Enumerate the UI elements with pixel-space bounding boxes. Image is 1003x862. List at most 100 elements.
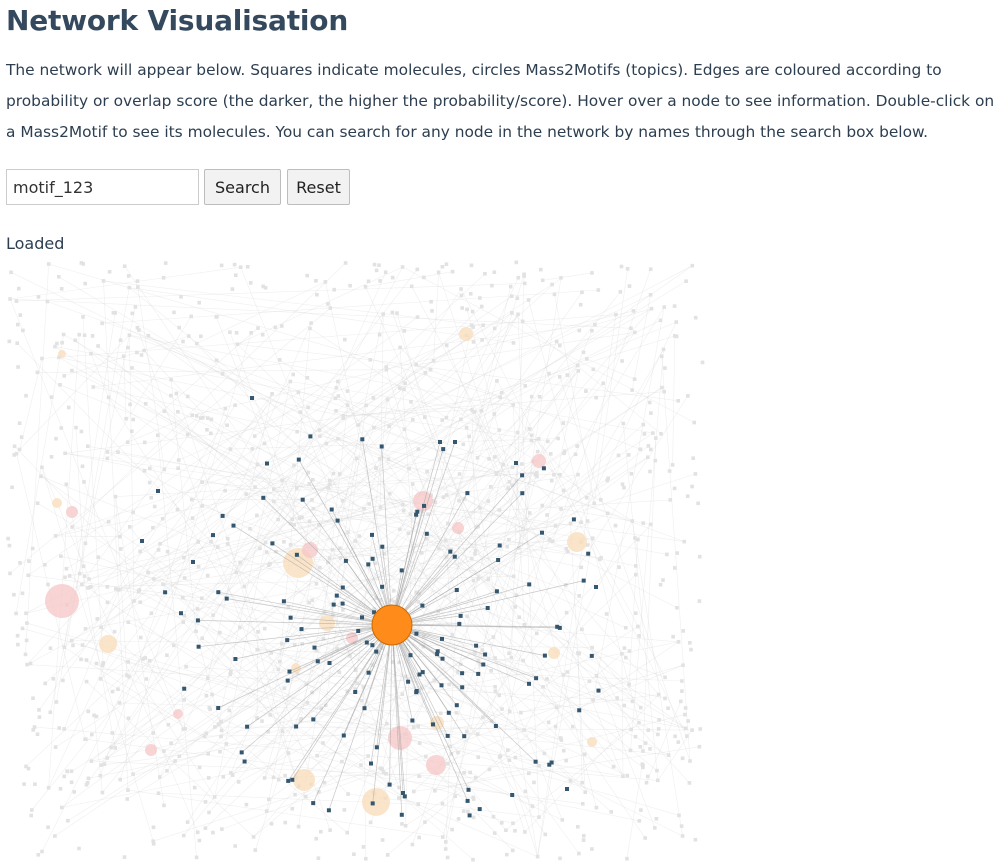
highlighted-molecule	[335, 518, 340, 523]
faded-edge	[107, 451, 556, 527]
faded-molecule	[204, 731, 209, 736]
faded-molecule	[479, 408, 483, 413]
faded-molecule	[444, 415, 449, 420]
faded-molecule	[443, 847, 448, 851]
faded-molecule	[16, 322, 20, 327]
highlighted-molecule	[399, 812, 404, 817]
faded-molecule	[321, 637, 326, 641]
network-graph[interactable]	[0, 258, 1003, 862]
faded-motif	[388, 726, 412, 750]
faded-molecule	[596, 288, 601, 292]
faded-motif	[452, 522, 464, 534]
faded-molecule	[7, 339, 12, 344]
faded-molecule	[693, 315, 698, 320]
faded-molecule	[384, 367, 389, 372]
faded-molecule	[697, 599, 702, 603]
faded-molecule	[532, 780, 536, 785]
faded-edge	[102, 419, 414, 793]
faded-molecule	[143, 402, 148, 406]
faded-molecule	[466, 809, 470, 814]
faded-molecule	[65, 769, 69, 773]
faded-molecule	[206, 676, 210, 681]
faded-molecule	[60, 805, 64, 810]
faded-molecule	[457, 498, 461, 503]
highlighted-molecule	[296, 457, 301, 462]
reset-button[interactable]: Reset	[287, 169, 350, 205]
faded-molecule	[338, 556, 343, 560]
faded-molecule	[380, 838, 385, 842]
faded-molecule	[407, 466, 411, 471]
faded-molecule	[244, 492, 248, 496]
faded-molecule	[566, 549, 570, 554]
faded-edge	[433, 272, 439, 361]
faded-molecule	[673, 734, 677, 739]
faded-molecule	[626, 453, 631, 457]
faded-molecule	[591, 367, 596, 372]
faded-molecule	[314, 648, 319, 653]
intro-text: The network will appear below. Squares i…	[6, 61, 995, 141]
faded-molecule	[537, 395, 542, 399]
faded-edge	[523, 520, 633, 731]
faded-edge	[201, 266, 403, 639]
highlighted-molecule	[514, 461, 518, 465]
faded-molecule	[156, 548, 161, 552]
faded-molecule	[116, 450, 120, 454]
faded-molecule	[341, 416, 346, 420]
search-button[interactable]: Search	[204, 169, 281, 205]
faded-edge	[552, 269, 651, 542]
faded-molecule	[298, 719, 303, 723]
faded-molecule	[540, 278, 545, 283]
faded-molecule	[618, 290, 623, 294]
faded-molecule	[492, 270, 497, 274]
faded-molecule	[24, 764, 28, 769]
faded-molecule	[672, 304, 677, 308]
faded-molecule	[46, 786, 51, 790]
faded-molecule	[39, 474, 43, 479]
faded-molecule	[384, 721, 389, 726]
faded-molecule	[183, 727, 187, 731]
faded-molecule	[378, 505, 383, 510]
faded-edge	[110, 465, 295, 748]
faded-edge	[300, 314, 384, 722]
highlighted-molecule	[312, 645, 317, 650]
faded-molecule	[288, 379, 293, 384]
faded-edge	[22, 628, 459, 753]
search-input[interactable]	[6, 169, 199, 205]
faded-molecule	[158, 775, 162, 779]
highlighted-molecule	[387, 782, 392, 787]
faded-molecule	[409, 284, 414, 289]
faded-molecule	[200, 480, 204, 484]
faded-edge	[124, 266, 451, 747]
faded-molecule	[23, 652, 28, 657]
faded-edge	[201, 277, 562, 599]
faded-molecule	[511, 403, 515, 407]
faded-molecule	[403, 674, 408, 679]
faded-edge	[108, 397, 291, 524]
faded-edge	[48, 334, 80, 788]
faded-molecule	[479, 304, 484, 309]
faded-molecule	[225, 536, 230, 541]
selected-motif-node	[371, 604, 413, 646]
faded-edge	[522, 524, 652, 661]
faded-molecule	[577, 594, 581, 598]
faded-molecule	[656, 732, 660, 737]
faded-molecule	[609, 810, 613, 814]
faded-molecule	[507, 651, 511, 656]
faded-edge	[202, 505, 666, 678]
faded-molecule	[282, 686, 287, 690]
faded-molecule	[590, 645, 594, 650]
highlighted-molecule	[288, 615, 293, 620]
highlighted-molecule	[370, 801, 375, 806]
faded-molecule	[497, 508, 502, 512]
faded-edge	[477, 733, 683, 837]
faded-molecule	[384, 772, 388, 776]
faded-molecule	[19, 435, 24, 439]
faded-edge	[128, 661, 326, 706]
faded-molecule	[169, 393, 173, 398]
faded-molecule	[554, 705, 559, 710]
faded-molecule	[53, 344, 57, 349]
faded-edge	[97, 345, 293, 520]
faded-molecule	[125, 673, 129, 677]
faded-edge	[426, 538, 626, 629]
faded-molecule	[467, 434, 471, 439]
